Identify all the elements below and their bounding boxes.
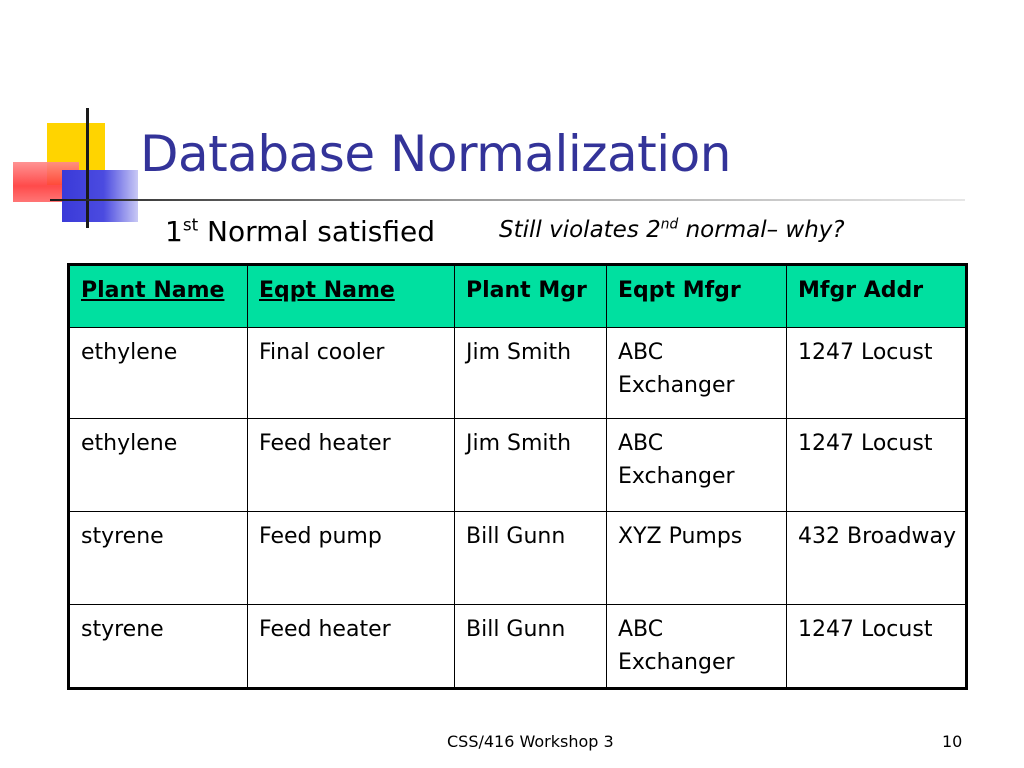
table-cell: Bill Gunn	[454, 604, 607, 689]
table-cell: styrene	[68, 604, 248, 689]
table-cell: Bill Gunn	[454, 511, 607, 605]
subtitle-second-normal-question: Still violates 2nd normal– why?	[499, 212, 845, 248]
table-cell: 1247 Locust	[786, 418, 967, 512]
normalization-table: Plant Name Eqpt Name Plant Mgr Eqpt Mfgr…	[67, 263, 968, 690]
decorative-vertical-line	[86, 108, 89, 228]
subtitle-left-base: 1	[165, 215, 183, 248]
decorative-horizontal-rule	[50, 199, 965, 201]
table-header-row: Plant Name Eqpt Name Plant Mgr Eqpt Mfgr…	[68, 264, 967, 328]
column-header: Eqpt Mfgr	[606, 264, 787, 328]
table-cell: 1247 Locust	[786, 604, 967, 689]
table-cell: ABC Exchanger	[606, 604, 787, 689]
table-cell: XYZ Pumps	[606, 511, 787, 605]
table-cell: Feed heater	[247, 604, 455, 689]
table-cell: Feed heater	[247, 418, 455, 512]
subtitle-left-sup: st	[182, 214, 199, 235]
table-cell: ethylene	[68, 327, 248, 419]
table-cell: styrene	[68, 511, 248, 605]
column-header: Eqpt Name	[247, 264, 455, 328]
table-row: ethylene Feed heater Jim Smith ABC Excha…	[68, 418, 967, 512]
table-cell: ABC Exchanger	[606, 418, 787, 512]
column-header: Mfgr Addr	[786, 264, 967, 328]
table-cell: Jim Smith	[454, 418, 607, 512]
slide-title: Database Normalization	[140, 125, 731, 183]
decorative-blue-square	[62, 170, 138, 222]
subtitle-left-rest: Normal satisfied	[198, 215, 435, 248]
table-cell: Feed pump	[247, 511, 455, 605]
table-cell: ethylene	[68, 418, 248, 512]
subtitle-right-rest: normal– why?	[678, 217, 845, 243]
table-cell: Jim Smith	[454, 327, 607, 419]
footer-page-number: 10	[942, 732, 963, 751]
table-row: styrene Feed heater Bill Gunn ABC Exchan…	[68, 604, 967, 689]
table-cell: 432 Broadway	[786, 511, 967, 605]
column-header: Plant Mgr	[454, 264, 607, 328]
table-row: styrene Feed pump Bill Gunn XYZ Pumps 43…	[68, 511, 967, 605]
subtitle-right-base: Still violates 2	[499, 217, 661, 243]
subtitle-right-sup: nd	[660, 216, 679, 233]
table-row: ethylene Final cooler Jim Smith ABC Exch…	[68, 327, 967, 419]
table-cell: 1247 Locust	[786, 327, 967, 419]
subtitle-first-normal: 1st Normal satisfied	[165, 212, 435, 252]
table-cell: Final cooler	[247, 327, 455, 419]
column-header: Plant Name	[68, 264, 248, 328]
footer-course-label: CSS/416 Workshop 3	[447, 732, 614, 751]
table-cell: ABC Exchanger	[606, 327, 787, 419]
